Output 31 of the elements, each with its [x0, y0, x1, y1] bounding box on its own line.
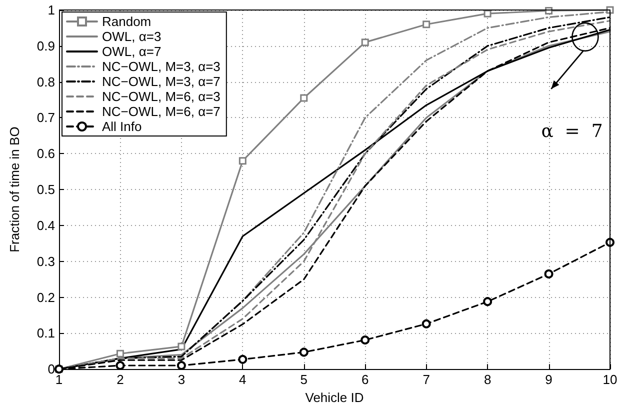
legend-label: NC−OWL, M=6, α=3: [102, 89, 220, 104]
legend-label: NC−OWL, M=3, α=3: [102, 59, 220, 74]
x-tick-label: 9: [545, 372, 552, 388]
y-tick-label: 0: [48, 362, 55, 377]
x-tick-label: 2: [116, 372, 124, 388]
y-tick-label: 0.5: [36, 182, 55, 198]
y-axis-title: Fraction of time in BO: [7, 126, 22, 252]
annotation: α = 7: [541, 120, 603, 142]
x-tick-label: 5: [300, 372, 308, 388]
x-tick-label: 10: [602, 372, 618, 388]
y-tick-label: 0.8: [36, 74, 55, 90]
legend-label: NC−OWL, M=3, α=7: [102, 74, 220, 89]
x-tick-label: 3: [178, 372, 186, 388]
y-tick-label: 0.6: [36, 146, 55, 162]
y-tick-label: 0.9: [36, 38, 55, 54]
y-tick-label: 0.3: [36, 254, 55, 269]
y-tick-label: 0.7: [36, 110, 55, 126]
x-tick-label: 6: [361, 372, 369, 388]
x-tick-label: 4: [239, 372, 246, 388]
legend-label: NC−OWL, M=6, α=7: [102, 104, 220, 119]
x-tick-label: 8: [484, 372, 492, 388]
legend-label: OWL, α=7: [102, 44, 162, 59]
x-tick-label: 7: [422, 372, 430, 388]
y-tick-label: 0.2: [36, 290, 55, 305]
y-tick-label: 0.1: [36, 326, 55, 341]
legend-label: All Info: [102, 119, 142, 134]
y-tick-label: 1: [48, 2, 55, 18]
x-axis-title: Vehicle ID: [305, 390, 364, 405]
legend-label: OWL, α=3: [102, 29, 162, 44]
y-tick-label: 0.4: [36, 218, 55, 233]
legend-label: Random: [102, 14, 152, 29]
